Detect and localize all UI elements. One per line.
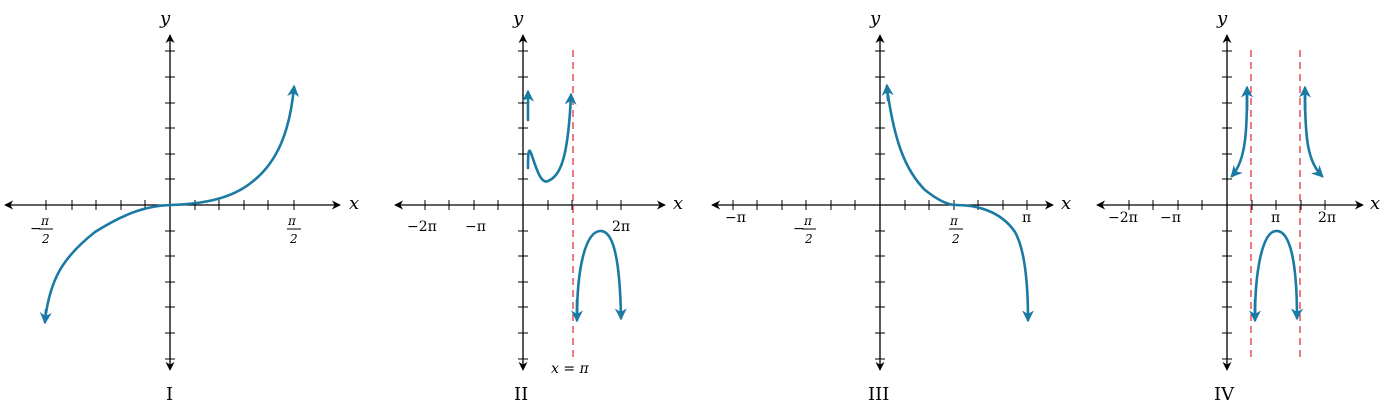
panel-2-asymptote-label: x = π (551, 361, 590, 377)
panel-3-roman-label: III (868, 384, 889, 405)
panel-4-roman-label: IV (1214, 384, 1235, 405)
panel-2-x-label: x (673, 193, 683, 214)
panel-2-curve-lower (575, 229, 627, 321)
panel-2-tick-label-2pi: 2π (612, 219, 630, 235)
panel-4-curve-lower (1253, 229, 1303, 321)
panel-4-curve-right-branch (1303, 90, 1324, 178)
panel-3-tick-label-pos-half-den: 2 (951, 232, 960, 246)
panel-3-curve (885, 86, 1034, 323)
panel-1-y-label: y (159, 8, 171, 29)
panel-1: x y − π 2 π 2 I (4, 8, 359, 405)
panel-4-ticks (1128, 50, 1326, 360)
panel-2-ticks (424, 50, 622, 360)
panel-3-tick-label-neg-half-num: π (803, 214, 813, 228)
panel-4-x-label: x (1370, 193, 1380, 214)
panel-4-y-label: y (1216, 8, 1228, 29)
panel-3-tick-label-pos-half-num: π (949, 214, 959, 228)
panel-4-tick-label-neg-2pi: −2π (1108, 210, 1138, 226)
panel-2-y-label: y (512, 8, 524, 29)
panel-3-x-label: x (1061, 193, 1071, 214)
panel-1-tick-label-pos-den: 2 (289, 232, 298, 246)
panel-3-tick-label-neg-half-sign: − (793, 221, 805, 237)
panel-1-tick-label-neg-num: π (40, 214, 50, 228)
panel-2-roman-label: II (514, 384, 528, 405)
panel-1-roman-label: I (166, 384, 173, 405)
panel-3-tick-label-neg-half-den: 2 (804, 232, 813, 246)
panel-3-ticks (732, 50, 1028, 360)
panel-4-tick-label-2pi: 2π (1318, 210, 1336, 226)
panel-4-curve-left-branch (1230, 90, 1249, 178)
panel-2: x y −2π −π 2π x = π II (394, 8, 683, 405)
panel-1-tick-label-pos-num: π (287, 214, 297, 228)
panel-1-tick-label-neg-den: 2 (41, 232, 50, 246)
panel-2-tick-label-neg-pi: −π (465, 219, 486, 235)
panel-1-curve-start-arrow (39, 308, 52, 325)
panel-3: x y −π − π 2 π 2 π III (711, 8, 1071, 405)
panel-3-curve-start-arrow (881, 83, 894, 102)
panel-4: x y −2π −π π 2π IV (1096, 8, 1380, 405)
panel-1-curve (43, 84, 300, 322)
panel-1-tick-label-neg-sign: − (30, 221, 42, 237)
panel-3-tick-label-neg-pi: −π (725, 210, 746, 226)
panel-3-y-label: y (869, 8, 881, 29)
panel-4-tick-label-neg-pi: −π (1160, 210, 1181, 226)
panel-2-tick-label-neg-2pi: −2π (407, 219, 437, 235)
panel-2-curve-upper (526, 92, 577, 183)
panel-1-ticks (45, 50, 295, 360)
panel-3-tick-label-pi: π (1022, 210, 1031, 226)
panel-4-tick-label-pi: π (1271, 210, 1280, 226)
panel-1-x-label: x (349, 193, 359, 214)
